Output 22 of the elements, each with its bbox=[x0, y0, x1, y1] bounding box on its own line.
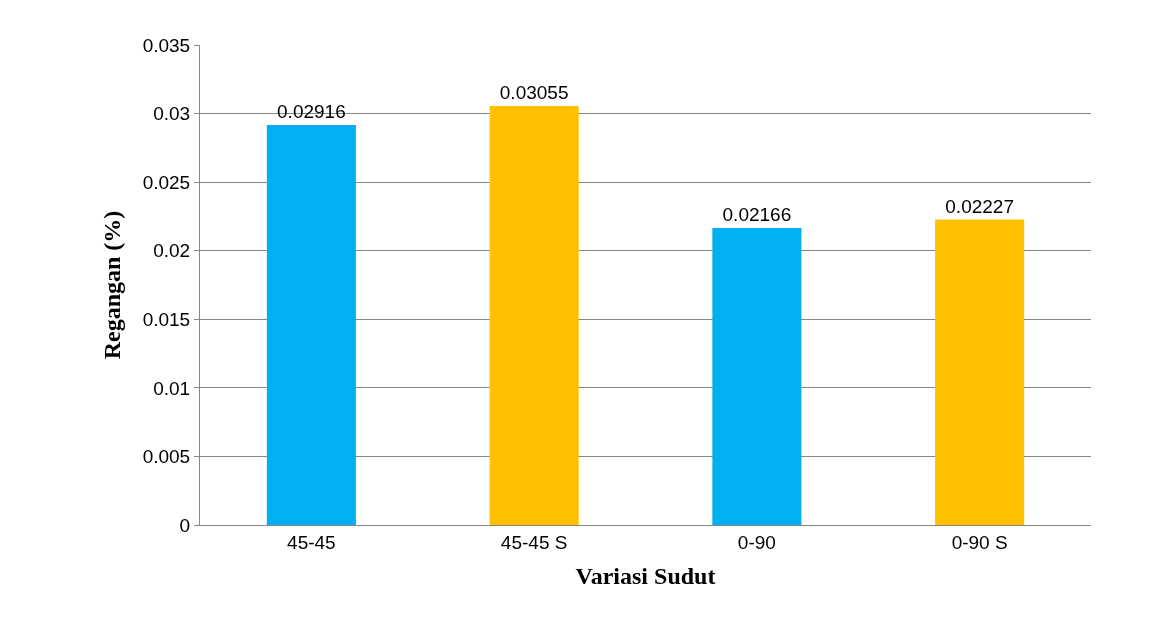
bar bbox=[935, 219, 1025, 525]
x-tick-label: 0-90 S bbox=[951, 531, 1008, 553]
x-tick-label: 45-45 S bbox=[500, 531, 568, 553]
data-label: 0.02166 bbox=[722, 203, 792, 225]
bar bbox=[489, 106, 579, 525]
data-label: 0.02227 bbox=[945, 195, 1014, 217]
bar bbox=[712, 227, 802, 525]
x-tick-label: 0-90 bbox=[737, 531, 776, 553]
x-tick-label: 45-45 bbox=[287, 531, 336, 553]
bar bbox=[266, 125, 356, 525]
data-label: 0.02916 bbox=[277, 101, 346, 123]
x-axis-title: Variasi Sudut bbox=[575, 563, 716, 590]
y-tick-label: 0.035 bbox=[142, 34, 191, 56]
y-tick-label: 0.03 bbox=[153, 103, 191, 125]
y-axis-title: Regangan (%) bbox=[98, 210, 125, 360]
y-tick-label: 0 bbox=[179, 514, 191, 536]
y-tick-label: 0.025 bbox=[142, 171, 191, 193]
y-tick-label: 0.015 bbox=[142, 308, 191, 330]
y-tick-label: 0.005 bbox=[142, 446, 191, 468]
y-tick-label: 0.01 bbox=[153, 377, 191, 399]
y-tick-label: 0.02 bbox=[153, 240, 191, 262]
data-label: 0.03055 bbox=[499, 82, 569, 104]
